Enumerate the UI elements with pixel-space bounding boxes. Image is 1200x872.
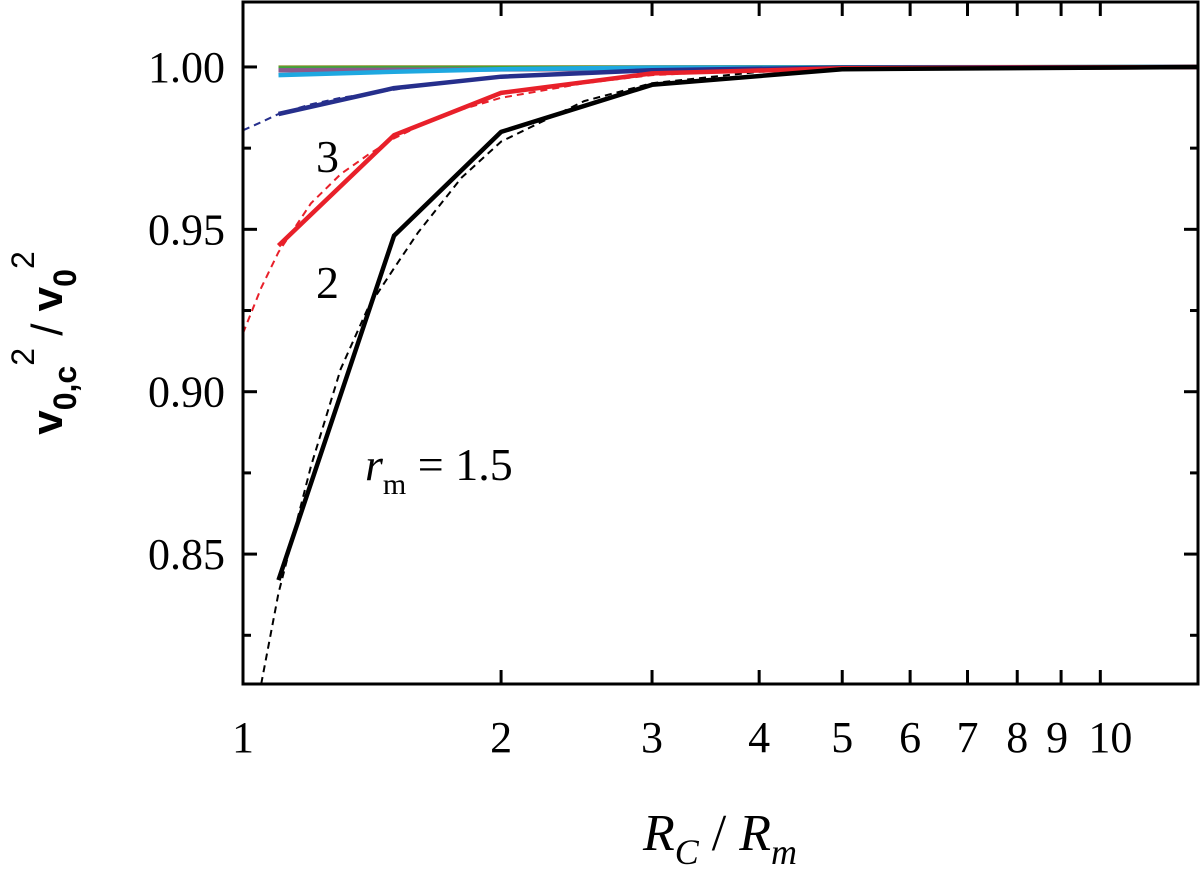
fit-line-2 — [242, 66, 1199, 132]
y-tick-label-0.95: 0.95 — [148, 205, 225, 254]
y-axis-title: v0,c2 / v02 — [5, 251, 83, 435]
annotation-rm-1-5: rm = 1.5 — [365, 439, 513, 501]
x-tick-label-7: 7 — [957, 713, 979, 762]
y-tick-label-1.00: 1.00 — [148, 43, 225, 92]
fit-line-1 — [242, 66, 1199, 334]
axis-ticks — [241, 2, 1198, 684]
x-tick-label-5: 5 — [831, 713, 853, 762]
fit-line-0 — [260, 66, 1198, 685]
x-tick-label-1: 1 — [232, 713, 254, 762]
x-tick-label-6: 6 — [899, 713, 921, 762]
annotation-rm-3: 3 — [316, 131, 339, 182]
x-tick-label-10: 10 — [1088, 713, 1132, 762]
series-line-1 — [276, 64, 1199, 248]
x-tick-label-9: 9 — [1046, 713, 1068, 762]
x-tick-label-8: 8 — [1006, 713, 1028, 762]
x-axis-title: RC / Rm — [642, 805, 797, 872]
series-line-0 — [276, 64, 1199, 581]
fit-lines — [242, 66, 1199, 685]
x-tick-label-2: 2 — [490, 713, 512, 762]
tick-labels: 1 2 3 4 5 6 7 8 9 10 0.85 0.90 0.95 1.00 — [148, 43, 1132, 762]
x-tick-label-4: 4 — [748, 713, 770, 762]
y-tick-label-0.90: 0.90 — [148, 368, 225, 417]
y-tick-label-0.85: 0.85 — [148, 530, 225, 579]
x-tick-label-3: 3 — [641, 713, 663, 762]
plot-frame — [241, 0, 1200, 686]
data-series — [276, 64, 1199, 581]
annotation-rm-2: 2 — [316, 257, 339, 308]
